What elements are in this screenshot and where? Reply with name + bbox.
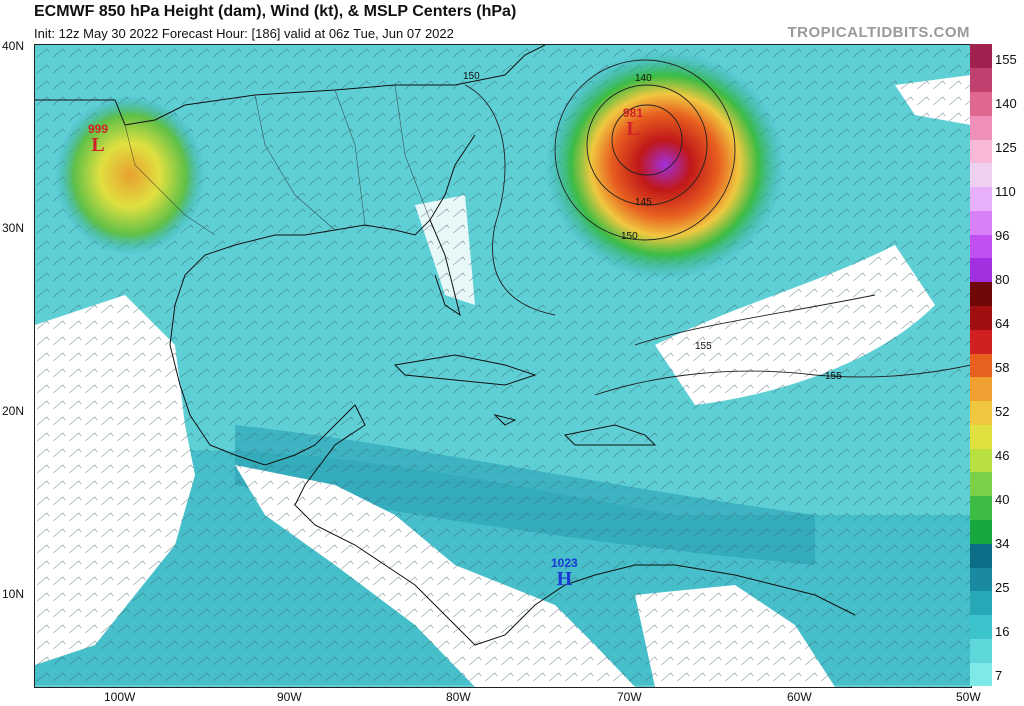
color-scale-bar (970, 44, 992, 687)
color-scale-segment (970, 472, 992, 497)
color-scale-segment (970, 353, 992, 378)
color-scale-label: 64 (995, 316, 1010, 331)
contour-label: 140 (635, 73, 652, 84)
lon-label: 100W (104, 690, 136, 704)
low-letter: L (91, 134, 105, 156)
header: ECMWF 850 hPa Height (dam), Wind (kt), &… (0, 0, 1024, 44)
map-panel: 150 140 145 150 155 155 (34, 44, 972, 688)
high-pressure-center[interactable]: 1023 H (551, 556, 578, 590)
contour-labels: 150 140 145 150 155 155 (463, 71, 842, 382)
contour-label: 145 (635, 197, 652, 208)
lat-label: 10N (2, 587, 25, 601)
low-letter: L (626, 118, 640, 140)
color-scale-segment (970, 519, 992, 544)
color-scale-segment (970, 567, 992, 592)
lon-label: 50W (956, 690, 981, 704)
color-scale-segment (970, 210, 992, 235)
map-title: ECMWF 850 hPa Height (dam), Wind (kt), &… (34, 3, 517, 20)
contour-label: 150 (621, 231, 638, 242)
color-scale-segment (970, 614, 992, 639)
color-scale-segment (970, 329, 992, 354)
southwest-low-wind-maximum (55, 95, 205, 255)
center-pressure: 999 (88, 122, 109, 136)
color-scale-label: 96 (995, 228, 1010, 243)
color-scale-segment (970, 91, 992, 116)
color-scale-label: 40 (995, 492, 1010, 507)
contour-label: 150 (463, 71, 480, 82)
map-subtitle: Init: 12z May 30 2022 Forecast Hour: [18… (34, 26, 454, 41)
color-scale-segment (970, 448, 992, 473)
color-scale-segment (970, 234, 992, 259)
low-pressure-center-southwest[interactable]: 999 L (88, 122, 109, 156)
color-scale-segment (970, 258, 992, 283)
color-scale-segment (970, 305, 992, 330)
borders (124, 84, 431, 236)
weather-map: 150 140 145 150 155 155 (35, 45, 971, 687)
center-pressure: 1023 (551, 556, 578, 570)
center-pressure: 981 (623, 106, 644, 120)
high-letter: H (556, 568, 573, 590)
color-scale-segment (970, 376, 992, 402)
hurricane-wind-field (545, 50, 785, 280)
low-pressure-center-hurricane[interactable]: 981 L (623, 106, 644, 140)
lat-label: 30N (2, 221, 25, 235)
color-scale-segment (970, 281, 992, 307)
color-scale-label: 16 (995, 624, 1010, 639)
lon-label: 80W (446, 690, 471, 704)
color-scale-segment (970, 115, 992, 140)
color-scale-segment (970, 400, 992, 425)
lat-label: 40N (2, 39, 25, 53)
color-scale-label: 110 (995, 184, 1016, 199)
color-scale-segment (970, 424, 992, 449)
color-scale-segment (970, 590, 992, 616)
color-scale-segment (970, 162, 992, 188)
color-scale-segment (970, 186, 992, 211)
coastlines (35, 45, 856, 646)
contour-label: 155 (825, 371, 842, 382)
color-scale-label: 25 (995, 580, 1010, 595)
lon-label: 60W (787, 690, 812, 704)
color-scale-segment (970, 139, 992, 164)
color-scale-label: 7 (995, 668, 1003, 683)
color-scale-label: 34 (995, 536, 1010, 551)
color-scale-segment (970, 67, 992, 93)
color-scale-label: 80 (995, 272, 1010, 287)
color-scale-segment (970, 543, 992, 568)
color-scale-label: 58 (995, 360, 1010, 375)
color-scale-label: 46 (995, 448, 1010, 463)
height-contours (464, 59, 971, 396)
lon-label: 70W (617, 690, 642, 704)
color-scale-segment (970, 662, 992, 687)
color-scale-label: 125 (995, 140, 1017, 155)
color-scale-segment (970, 638, 992, 663)
brand-watermark[interactable]: TROPICALTIDBITS.COM (787, 24, 970, 41)
color-scale-segment (970, 44, 992, 69)
color-scale-label: 52 (995, 404, 1010, 419)
lon-label: 90W (277, 690, 302, 704)
color-scale-label: 155 (995, 52, 1017, 67)
lat-label: 20N (2, 404, 25, 418)
color-scale-segment (970, 495, 992, 521)
color-scale-label: 140 (995, 96, 1017, 111)
contour-label: 155 (695, 341, 712, 352)
